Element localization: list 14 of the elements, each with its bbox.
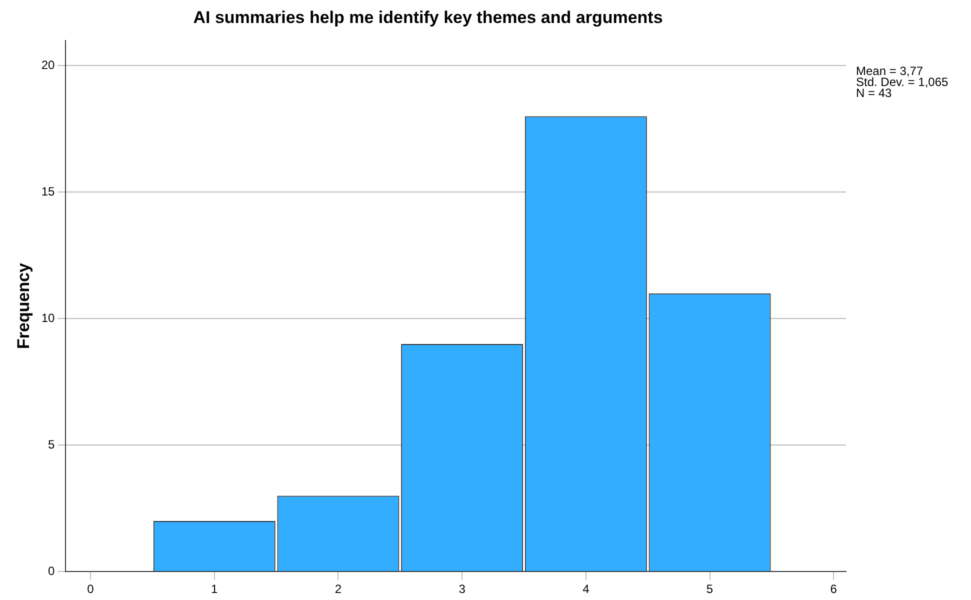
y-axis-title: Frequency [14,262,33,349]
y-tick-label: 20 [41,58,56,72]
y-tick-label: 10 [41,310,56,325]
x-tick-label: 1 [211,582,218,596]
y-tick-label: 15 [41,184,56,198]
x-tick-label: 0 [87,582,94,596]
chart-title: AI summaries help me identify key themes and arguments [193,8,663,27]
x-tick-label: 3 [458,582,466,596]
y-tick-label: 0 [48,564,56,578]
x-tick-label: 2 [334,582,342,596]
y-tick-label: 5 [48,437,56,452]
x-tick-label: 6 [830,582,838,596]
x-tick-label: 4 [582,582,590,596]
x-tick-label: 5 [706,582,714,596]
